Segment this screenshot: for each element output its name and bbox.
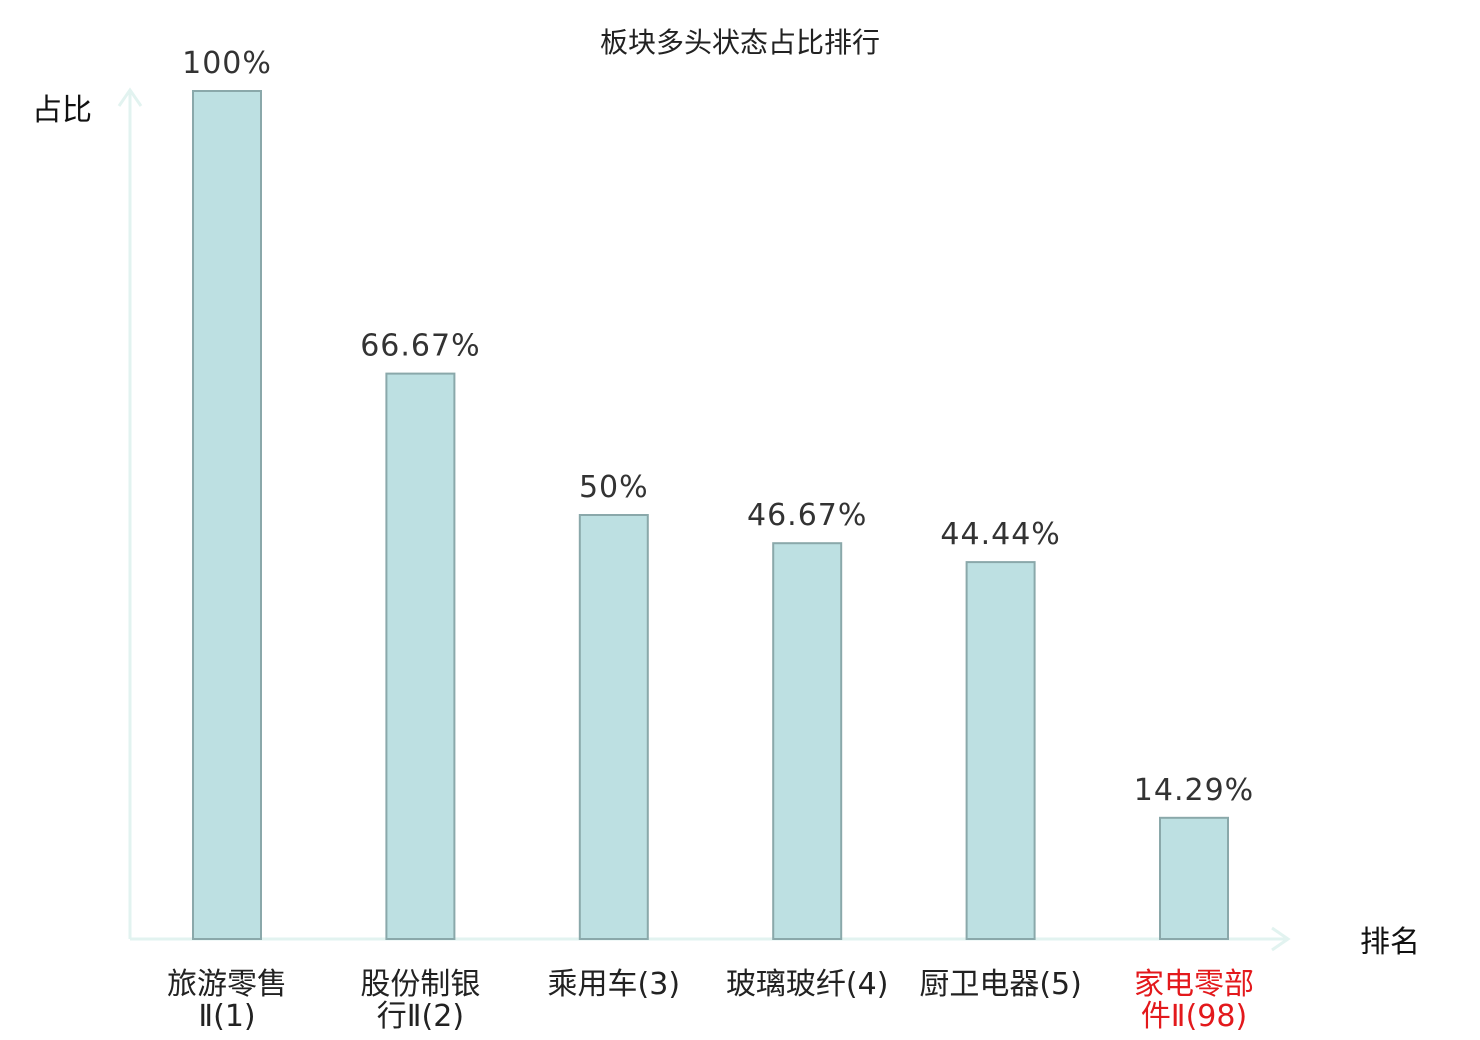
bars-group: [192, 90, 1229, 941]
bar: [1159, 816, 1229, 940]
value-label: 100%: [182, 46, 272, 81]
category-label: 玻璃玻纤(4): [726, 967, 889, 1002]
y-axis-arrow: [117, 87, 143, 107]
x-axis-arrow: [1271, 926, 1291, 952]
bar: [385, 372, 456, 941]
category-label: 乘用车(3): [548, 967, 681, 1002]
value-label: 50%: [579, 470, 649, 505]
category-label: 家电零部: [1134, 967, 1254, 1002]
category-label: 股份制银: [360, 967, 480, 1002]
bar: [578, 514, 649, 940]
category-label: 旅游零售: [167, 967, 287, 1002]
category-label: 厨卫电器(5): [919, 967, 1082, 1002]
category-label: 行Ⅱ(2): [377, 999, 464, 1034]
bar: [965, 561, 1036, 940]
axes: [117, 87, 1291, 952]
category-label: 件Ⅱ(98): [1141, 999, 1247, 1034]
value-labels-group: 100% 66.67% 50% 46.67% 44.44% 14.29%: [182, 46, 1254, 808]
value-label: 66.67%: [360, 329, 480, 364]
chart-title: 板块多头状态占比排行: [600, 26, 880, 59]
value-label: 46.67%: [747, 498, 867, 533]
y-axis-label: 占比: [32, 93, 92, 128]
x-axis-label: 排名: [1360, 925, 1420, 960]
bar: [772, 542, 843, 940]
value-label: 44.44%: [940, 517, 1060, 552]
value-label: 14.29%: [1134, 773, 1254, 808]
category-label: Ⅱ(1): [198, 999, 255, 1034]
bar: [192, 90, 262, 940]
